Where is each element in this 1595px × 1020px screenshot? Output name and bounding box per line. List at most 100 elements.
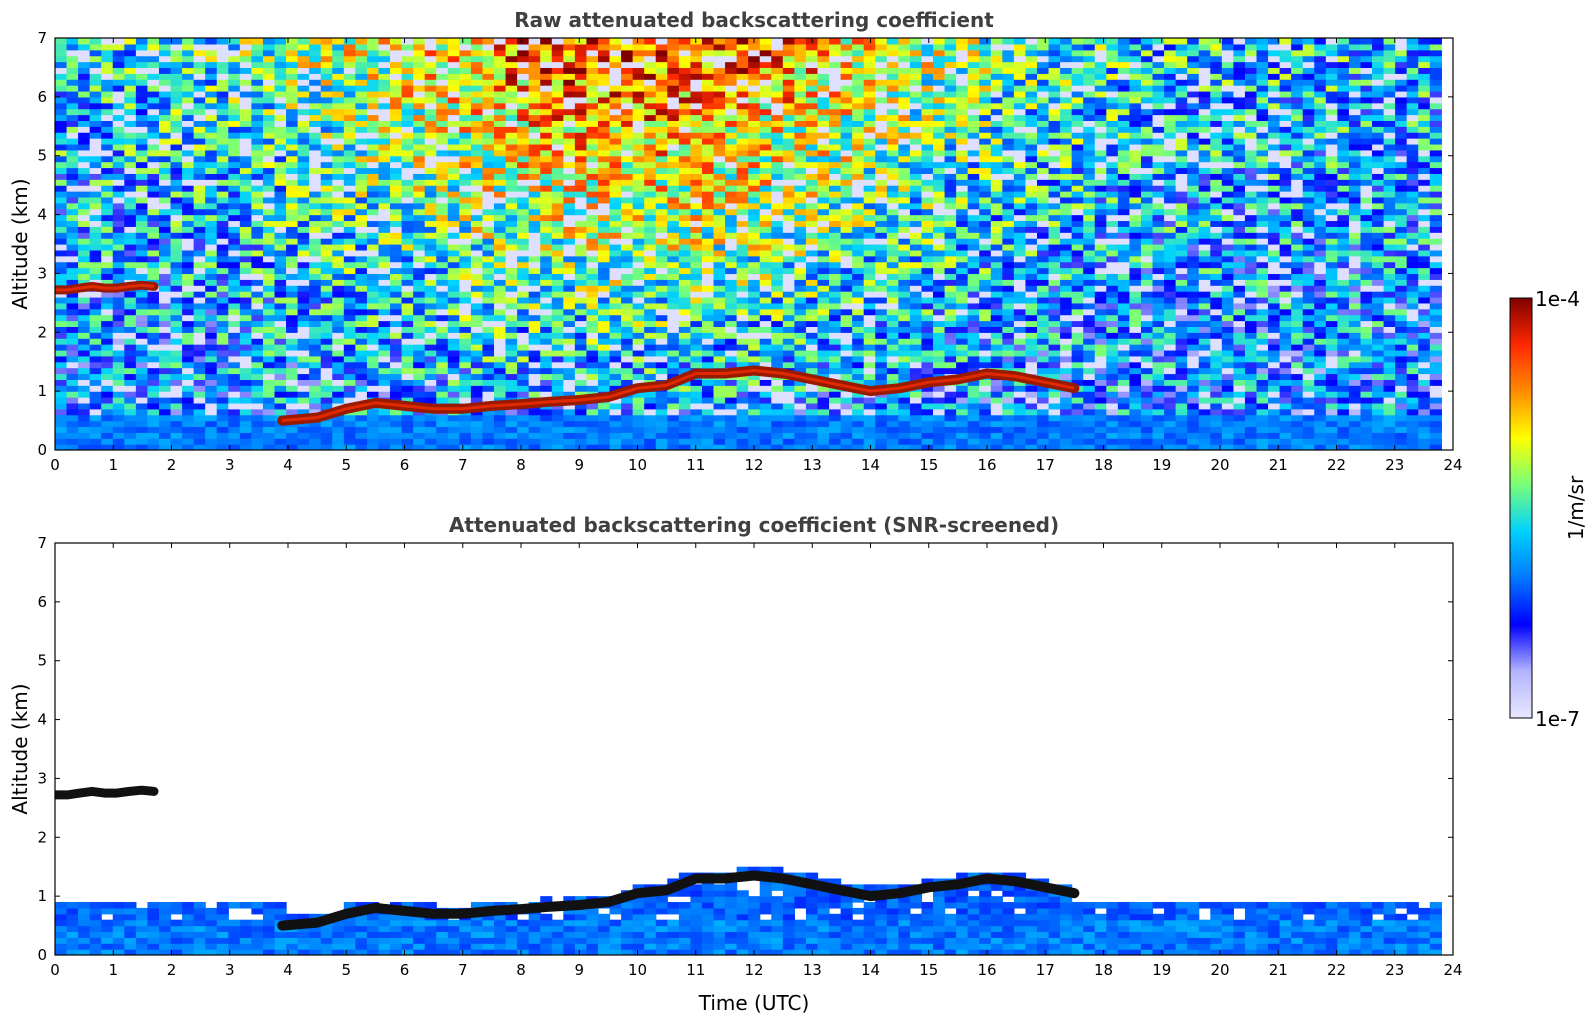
heatmap-cell (147, 208, 160, 216)
heatmap-cell (840, 202, 853, 210)
heatmap-cell (632, 85, 645, 92)
heatmap-cell (309, 338, 322, 345)
heatmap-cell (112, 273, 125, 280)
heatmap-cell (701, 408, 715, 416)
heatmap-cell (805, 308, 819, 316)
heatmap-cell (205, 438, 218, 445)
heatmap-cell (852, 314, 865, 322)
heatmap-cell (667, 167, 680, 174)
heatmap-cell (782, 273, 795, 280)
heatmap-cell (112, 320, 125, 327)
heatmap-cell (817, 238, 830, 245)
heatmap-cell (262, 96, 276, 104)
heatmap-cell (713, 444, 726, 450)
heatmap-cell (355, 255, 368, 263)
heatmap-cell (609, 420, 622, 428)
heatmap-cell (251, 120, 264, 127)
heatmap-cell (586, 226, 599, 233)
heatmap-cell (135, 255, 149, 263)
heatmap-cell (355, 49, 368, 57)
heatmap-cell (447, 267, 460, 275)
heatmap-cell (794, 408, 807, 416)
heatmap-cell (124, 108, 137, 116)
heatmap-cell (644, 408, 657, 416)
heatmap-cell (817, 355, 830, 363)
heatmap-cell (262, 255, 276, 263)
heatmap-cell (817, 61, 830, 69)
heatmap-cell (158, 220, 172, 227)
heatmap-cell (690, 326, 703, 333)
heatmap-cell (736, 196, 749, 204)
heatmap-cell (193, 291, 206, 298)
heatmap-cell (840, 120, 853, 127)
heatmap-cell (297, 143, 310, 151)
heatmap-cell (771, 426, 784, 433)
heatmap-cell (112, 373, 125, 380)
heatmap-cell (239, 90, 252, 98)
heatmap-cell (320, 232, 333, 239)
heatmap-cell (124, 185, 137, 192)
heatmap-cell (320, 420, 333, 428)
heatmap-cell (274, 38, 287, 45)
heatmap-cell (124, 332, 137, 339)
heatmap-cell (89, 220, 102, 227)
heatmap-cell (597, 296, 611, 304)
heatmap-cell (701, 49, 715, 57)
heatmap-cell (390, 438, 403, 445)
heatmap-cell (748, 49, 761, 57)
heatmap-cell (320, 220, 333, 227)
heatmap-cell (286, 132, 299, 139)
heatmap-cell (794, 196, 807, 204)
heatmap-cell (262, 179, 276, 186)
heatmap-cell (216, 444, 229, 450)
heatmap-cell (112, 414, 125, 422)
heatmap-cell (528, 373, 541, 380)
heatmap-cell (517, 379, 530, 386)
heatmap-cell (736, 185, 749, 192)
heatmap-cell (309, 226, 322, 233)
heatmap-cell (378, 214, 391, 222)
heatmap-cell (401, 326, 414, 333)
heatmap-cell (378, 143, 391, 151)
heatmap-cell (182, 326, 195, 333)
heatmap-cell (332, 114, 345, 121)
heatmap-cell (366, 344, 380, 351)
heatmap-cell (771, 361, 784, 369)
heatmap-cell (482, 349, 495, 357)
heatmap-cell (366, 391, 380, 398)
heatmap-cell (343, 279, 356, 286)
heatmap-cell (563, 326, 576, 333)
heatmap-cell (112, 143, 125, 151)
heatmap-cell (343, 249, 356, 257)
heatmap-cell (355, 55, 368, 63)
heatmap-cell (817, 179, 830, 186)
heatmap-cell (216, 43, 229, 51)
heatmap-cell (678, 126, 692, 133)
heatmap-cell (205, 202, 218, 210)
heatmap-cell (447, 291, 460, 298)
heatmap-cell (609, 314, 622, 322)
heatmap-cell (135, 191, 149, 198)
heatmap-cell (482, 379, 495, 386)
heatmap-cell (332, 96, 345, 104)
heatmap-cell (852, 161, 865, 169)
heatmap-cell (852, 379, 865, 386)
heatmap-cell (540, 444, 553, 450)
heatmap-cell (863, 120, 876, 127)
heatmap-cell (748, 332, 761, 339)
heatmap-cell (667, 344, 680, 351)
heatmap-cell (632, 285, 645, 292)
heatmap-cell (470, 314, 484, 322)
heatmap-cell (66, 49, 79, 57)
heatmap-cell (632, 296, 645, 304)
heatmap-cell (632, 249, 645, 257)
heatmap-cell (320, 191, 333, 198)
heatmap-cell (205, 102, 218, 110)
heatmap-cell (805, 191, 819, 198)
heatmap-cell (586, 38, 599, 45)
heatmap-cell (829, 232, 842, 239)
heatmap-cell (517, 155, 530, 163)
heatmap-cell (262, 426, 276, 433)
heatmap-cell (609, 402, 622, 410)
heatmap-cell (713, 220, 726, 227)
